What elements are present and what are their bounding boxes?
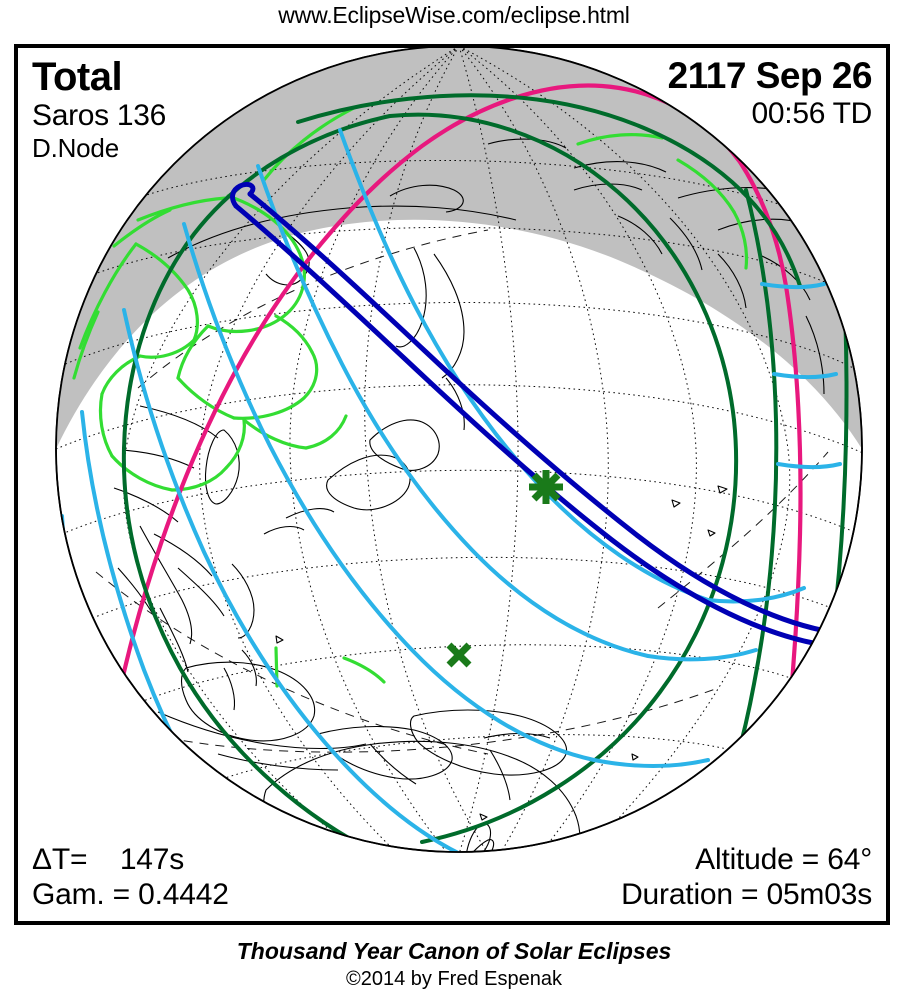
globe-svg [55, 48, 863, 853]
eclipse-stats-bottom-left: ΔT= 147s Gam. = 0.4442 [32, 843, 229, 913]
publication-title: Thousand Year Canon of Solar Eclipses [236, 938, 672, 964]
saros-label: Saros 136 [32, 99, 167, 133]
subsolar-point-marker [446, 642, 472, 668]
globe-map [18, 48, 886, 921]
dashed-helper-lines [95, 229, 829, 755]
eclipse-map-frame: Total Saros 136 D.Node 2117 Sep 26 00:56… [14, 44, 890, 925]
gamma-label: Gam. = 0.4442 [32, 877, 229, 911]
node-label: D.Node [32, 132, 119, 163]
eclipse-info-top-left: Total Saros 136 D.Node [32, 55, 167, 163]
eclipse-info-top-right: 2117 Sep 26 00:56 TD [667, 55, 873, 131]
eclipse-date-label: 2117 Sep 26 [667, 55, 873, 96]
greatest-eclipse-marker [529, 470, 563, 504]
delta-t-label: ΔT= 147s [32, 843, 185, 877]
eclipse-stats-bottom-right: Altitude = 64° Duration = 05m03s [621, 843, 872, 913]
altitude-label: Altitude = 64° [695, 843, 872, 877]
duration-label: Duration = 05m03s [621, 877, 872, 911]
eclipse-time-label: 00:56 TD [751, 96, 873, 130]
night-shade-region [56, 48, 862, 449]
graticule [56, 48, 862, 852]
copyright-credit: ©2014 by Fred Espenak [346, 968, 562, 990]
source-url: www.EclipseWise.com/eclipse.html [278, 2, 630, 28]
globe-rim [55, 48, 863, 853]
eclipse-type-label: Total [32, 55, 123, 99]
